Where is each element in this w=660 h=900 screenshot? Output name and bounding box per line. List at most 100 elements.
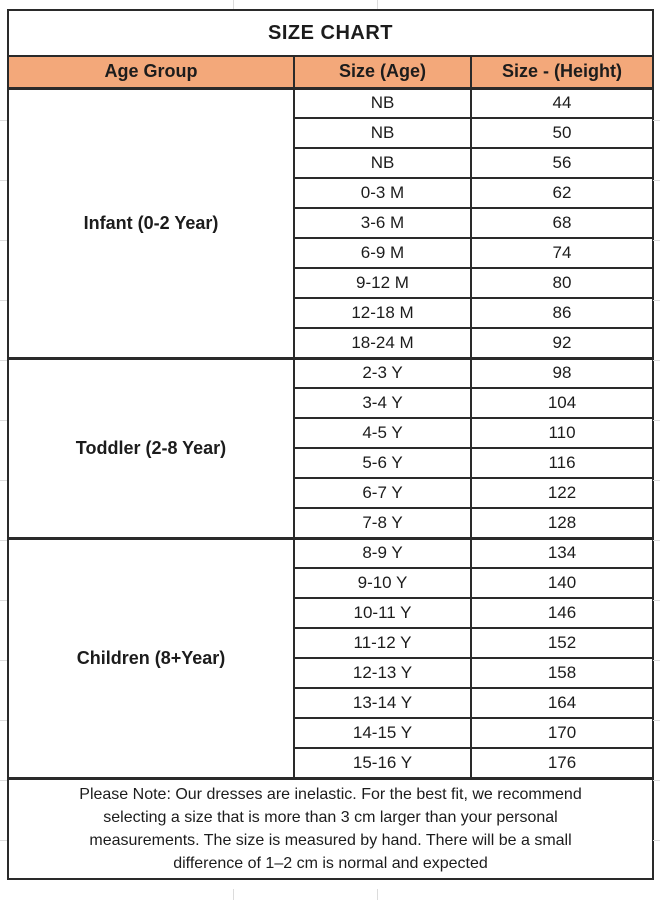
size-height-cell: 50 [469, 117, 655, 149]
size-age-cell: 10-11 Y [293, 597, 472, 629]
background-gridline [0, 240, 7, 241]
table-row: 14-15 Y 170 [8, 717, 655, 749]
table-row: 5-6 Y 116 [8, 447, 655, 479]
background-gridline [653, 840, 660, 841]
size-height-cell: 122 [469, 477, 655, 509]
background-gridline [653, 180, 660, 181]
size-height-cell: 56 [469, 147, 655, 179]
size-age-cell: 15-16 Y [293, 747, 472, 779]
note-line: Please Note: Our dresses are inelastic. … [79, 785, 582, 803]
size-age-cell: 13-14 Y [293, 687, 472, 719]
size-age-cell: 8-9 Y [293, 536, 472, 569]
size-age-cell: 9-10 Y [293, 567, 472, 599]
note-line: difference of 1–2 cm is normal and expec… [173, 854, 488, 872]
size-age-cell: NB [293, 86, 472, 119]
size-age-cell: NB [293, 117, 472, 149]
table-row: Children (8+Year) 8-9 Y 134 [7, 536, 655, 779]
size-age-cell: 14-15 Y [293, 717, 472, 749]
size-age-cell: 3-6 M [293, 207, 472, 239]
table-row: 12-18 M 86 [8, 297, 655, 329]
size-height-cell: 176 [469, 747, 655, 779]
background-gridline [0, 720, 7, 721]
background-gridline [0, 660, 7, 661]
background-gridline [653, 360, 660, 361]
background-gridline [0, 480, 7, 481]
table-row: 6-7 Y 122 [8, 477, 655, 509]
size-height-cell: 128 [469, 507, 655, 539]
size-height-cell: 170 [469, 717, 655, 749]
size-age-cell: 6-9 M [293, 237, 472, 269]
size-height-cell: 80 [469, 267, 655, 299]
size-height-cell: 74 [469, 237, 655, 269]
size-height-cell: 152 [469, 627, 655, 659]
table-row: NB 50 [8, 117, 655, 149]
background-gridline [653, 780, 660, 781]
note-line: measurements. The size is measured by ha… [89, 831, 572, 849]
table-row: 15-16 Y 176 [8, 747, 655, 779]
background-gridline [377, 0, 378, 9]
size-age-cell: 11-12 Y [293, 627, 472, 659]
size-height-cell: 146 [469, 597, 655, 629]
size-height-cell: 62 [469, 177, 655, 209]
size-age-cell: 6-7 Y [293, 477, 472, 509]
table-row: 9-10 Y 140 [8, 567, 655, 599]
note-cell: Please Note: Our dresses are inelastic. … [6, 776, 655, 880]
size-height-cell: 134 [469, 536, 655, 569]
title-row: SIZE CHART [6, 9, 655, 57]
size-height-cell: 116 [469, 447, 655, 479]
background-gridline [653, 300, 660, 301]
page-title: SIZE CHART [6, 9, 655, 57]
size-table-body: SIZE CHART Age Group Size (Age) Size - (… [6, 9, 655, 880]
background-gridline [0, 540, 7, 541]
background-gridline [0, 600, 7, 601]
size-age-cell: 3-4 Y [293, 387, 472, 419]
background-gridline [653, 600, 660, 601]
size-age-cell: NB [293, 147, 472, 179]
size-age-cell: 5-6 Y [293, 447, 472, 479]
table-row: 7-8 Y 128 [8, 507, 655, 539]
background-gridline [653, 480, 660, 481]
note-line: selecting a size that is more than 3 cm … [103, 808, 558, 826]
size-chart-table: SIZE CHART Age Group Size (Age) Size - (… [6, 9, 655, 880]
table-row: 10-11 Y 146 [8, 597, 655, 629]
background-gridline [0, 300, 7, 301]
note-row: Please Note: Our dresses are inelastic. … [6, 776, 655, 880]
column-header-age-group: Age Group [7, 55, 295, 89]
group-label-cell: Infant (0-2 Year) [7, 86, 295, 359]
size-height-cell: 164 [469, 687, 655, 719]
size-age-cell: 0-3 M [293, 177, 472, 209]
size-height-cell: 86 [469, 297, 655, 329]
size-age-cell: 2-3 Y [293, 356, 472, 389]
size-age-cell: 7-8 Y [293, 507, 472, 539]
table-row: 6-9 M 74 [8, 237, 655, 269]
size-height-cell: 158 [469, 657, 655, 689]
background-gridline [377, 889, 378, 900]
table-row: 3-4 Y 104 [8, 387, 655, 419]
size-age-cell: 4-5 Y [293, 417, 472, 449]
background-gridline [653, 420, 660, 421]
size-height-cell: 44 [469, 86, 655, 119]
header-row: Age Group Size (Age) Size - (Height) [7, 55, 655, 89]
size-height-cell: 92 [469, 327, 655, 359]
background-gridline [0, 120, 7, 121]
table-row: 3-6 M 68 [8, 207, 655, 239]
background-gridline [0, 360, 7, 361]
group-label-cell: Children (8+Year) [7, 536, 295, 779]
background-gridline [653, 540, 660, 541]
background-gridline [0, 840, 7, 841]
table-row: 12-13 Y 158 [8, 657, 655, 689]
table-row: 9-12 M 80 [8, 267, 655, 299]
background-gridline [0, 420, 7, 421]
size-age-cell: 12-18 M [293, 297, 472, 329]
size-age-cell: 12-13 Y [293, 657, 472, 689]
table-row: Infant (0-2 Year) NB 44 [7, 86, 655, 359]
background-gridline [653, 240, 660, 241]
background-gridline [0, 780, 7, 781]
group-label-cell: Toddler (2-8 Year) [7, 356, 295, 539]
size-height-cell: 110 [469, 417, 655, 449]
column-header-size-height: Size - (Height) [469, 55, 655, 89]
size-age-cell: 18-24 M [293, 327, 472, 359]
size-height-cell: 68 [469, 207, 655, 239]
table-row: NB 56 [8, 147, 655, 179]
